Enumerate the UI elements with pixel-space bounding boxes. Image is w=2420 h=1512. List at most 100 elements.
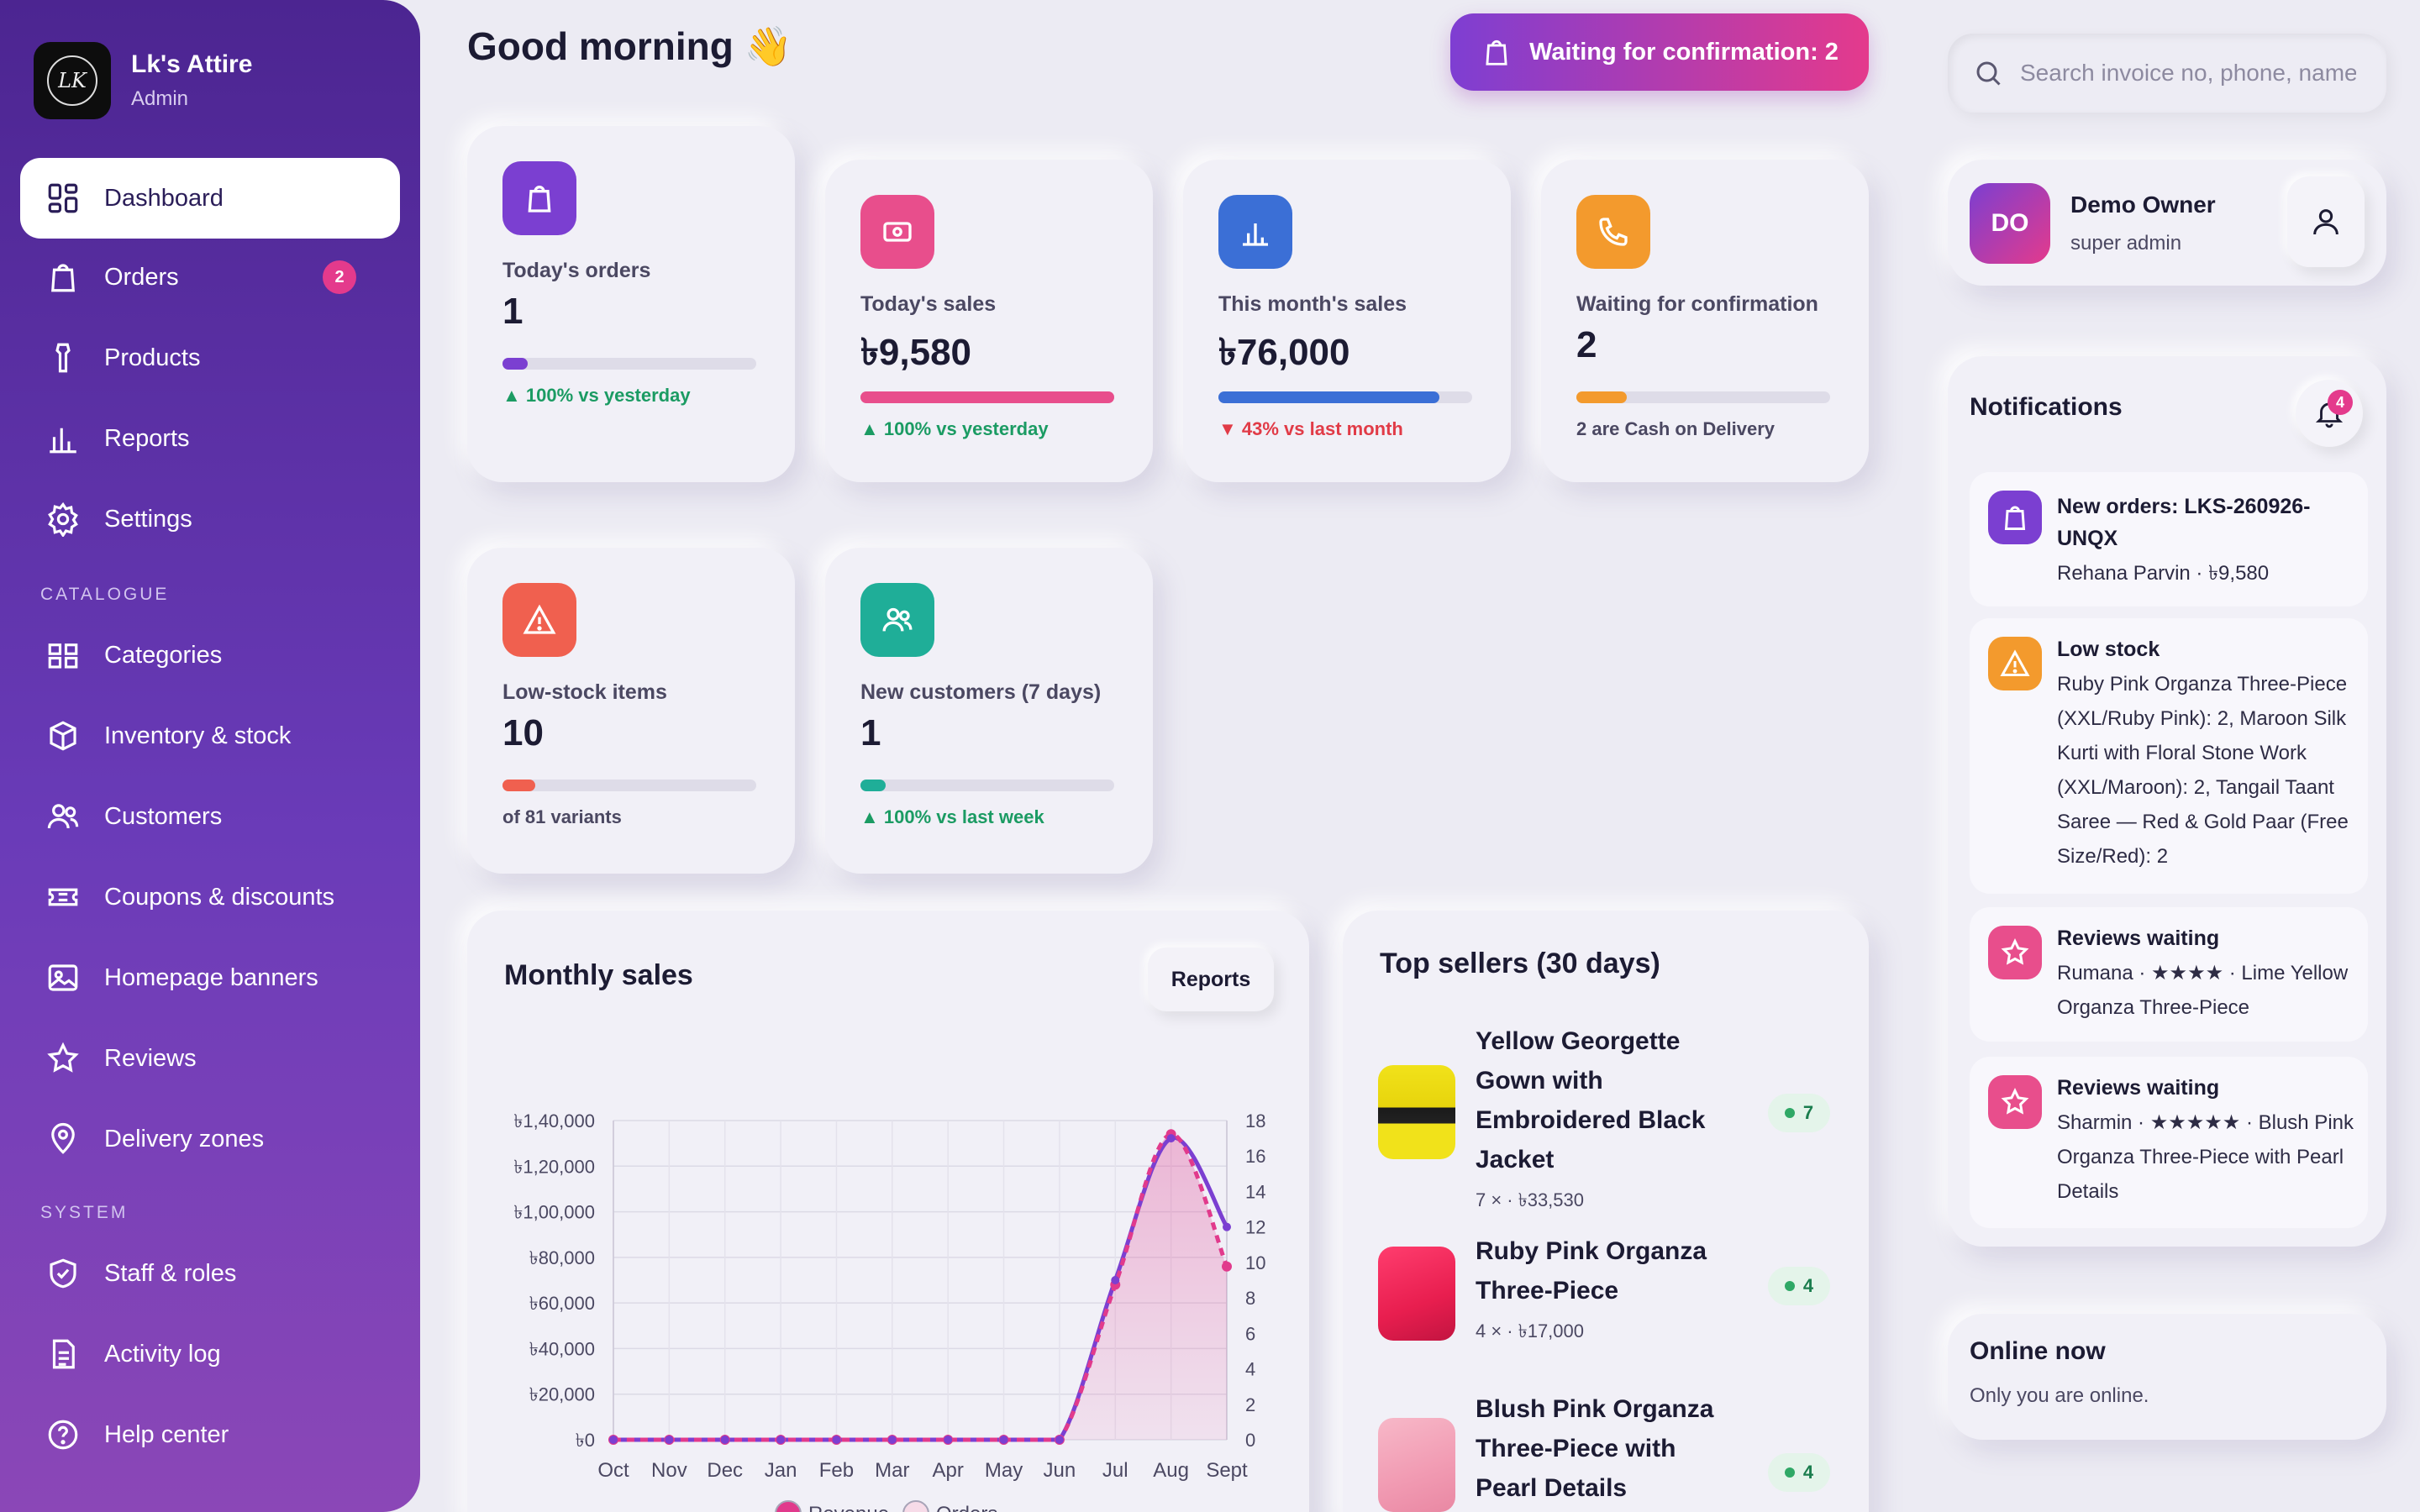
monthly-sales-chart: ৳0 ৳20,000 ৳40,000 ৳60,000 ৳80,000 ৳1,00,000 ৳…: [513, 1110, 1265, 1512]
notification-body: Rehana Parvin · ৳9,580: [2057, 562, 2270, 585]
sidebar-item-help-center[interactable]: Help center: [20, 1394, 400, 1475]
bar-chart-icon: [50, 428, 76, 454]
x-tick-label: Sept: [1206, 1459, 1248, 1482]
sidebar-item-reports[interactable]: Reports: [20, 398, 400, 479]
y-tick-label: ৳80,000: [529, 1247, 595, 1268]
sidebar-item-delivery-zones[interactable]: Delivery zones: [20, 1099, 400, 1179]
notification-item[interactable]: Low stock Ruby Pink Organza Three-Piece …: [1970, 618, 2368, 894]
sidebar-item-categories[interactable]: Categories: [20, 615, 400, 696]
notification-icon: [1988, 491, 2042, 544]
box-icon: [50, 721, 76, 751]
sidebar-item-label: Products: [104, 344, 201, 371]
stat-card-new-customers: New customers (7 days) 1 ▲ 100% vs last …: [825, 548, 1153, 874]
stat-card-month-sales: This month's sales ৳76,000 ▼ 43% vs last…: [1183, 160, 1511, 482]
y-tick-label: ৳1,40,000: [513, 1110, 595, 1131]
y2-tick-label: 12: [1245, 1217, 1265, 1238]
orders-point: [776, 1436, 786, 1444]
product-thumbnail: [1378, 1247, 1455, 1341]
legend-label-revenue: Revenue: [808, 1503, 889, 1512]
stat-value: ৳76,000: [1218, 332, 1350, 373]
waiting-confirmation-button[interactable]: Waiting for confirmation: 2: [1450, 13, 1869, 91]
shield-icon: [50, 1258, 76, 1289]
sidebar-item-staff-roles[interactable]: Staff & roles: [20, 1233, 400, 1314]
waiting-confirmation-label: Waiting for confirmation: 2: [1529, 38, 1839, 66]
y-tick-label: ৳0: [576, 1430, 595, 1451]
stat-label: Waiting for confirmation: [1576, 292, 1818, 316]
notification-item[interactable]: Reviews waiting Rumana · ★★★★ · Lime Yel…: [1970, 907, 2368, 1042]
search-input[interactable]: [2020, 60, 2356, 87]
sidebar-item-label: Help center: [104, 1420, 229, 1448]
sidebar-item-banners[interactable]: Homepage banners: [20, 937, 400, 1018]
sidebar-item-products[interactable]: Products: [20, 318, 400, 398]
top-sellers-card: Top sellers (30 days) Yellow Georgette G…: [1343, 911, 1869, 1512]
orders-badge: 2: [323, 260, 356, 294]
stat-progress: [1218, 391, 1472, 403]
stat-progress: [1576, 391, 1830, 403]
sidebar-item-coupons[interactable]: Coupons & discounts: [20, 857, 400, 937]
stat-value: 1: [502, 291, 523, 332]
notification-icon: [1988, 926, 2042, 979]
sales-count-badge: 4: [1768, 1267, 1830, 1305]
x-tick-label: Mar: [875, 1459, 909, 1482]
stat-value: 2: [1576, 324, 1597, 365]
brand[interactable]: LK Lk's Attire Admin: [34, 42, 252, 119]
notification-item[interactable]: Reviews waiting Sharmin · ★★★★★ · Blush …: [1970, 1057, 2368, 1228]
page-title: Good morning 👋: [467, 24, 792, 68]
online-now-text: Only you are online.: [1970, 1384, 2149, 1407]
profile-button[interactable]: [2287, 176, 2365, 267]
product-name: Yellow Georgette Gown with Embroidered B…: [1476, 1027, 1706, 1173]
x-tick-label: Apr: [933, 1459, 964, 1482]
catalogue-section-label: CATALOGUE: [40, 585, 170, 604]
brand-name: Lk's Attire: [131, 50, 253, 78]
legend-swatch-orders: [902, 1500, 929, 1512]
sidebar-item-reviews[interactable]: Reviews: [20, 1018, 400, 1099]
sidebar-item-label: Coupons & discounts: [104, 883, 335, 911]
sidebar-item-settings[interactable]: Settings: [20, 479, 400, 559]
stat-foot: ▼ 43% vs last month: [1218, 418, 1403, 439]
y2-tick-label: 14: [1245, 1181, 1265, 1202]
stat-value: 10: [502, 712, 544, 753]
star-icon: [47, 1042, 79, 1073]
stat-progress: [860, 391, 1114, 403]
stat-card-todays-sales: Today's sales ৳9,580 ▲ 100% vs yesterday: [825, 160, 1153, 482]
users-icon: [882, 607, 913, 632]
sidebar-item-label: Activity log: [104, 1340, 221, 1368]
x-tick-label: May: [985, 1459, 1023, 1482]
star-icon: [2001, 1088, 2029, 1115]
sidebar-item-label: Staff & roles: [104, 1259, 237, 1287]
orders-point: [1055, 1436, 1064, 1444]
stat-progress-fill: [1576, 391, 1628, 403]
x-tick-label: Jun: [1044, 1459, 1076, 1482]
x-tick-label: Oct: [597, 1459, 629, 1482]
online-now-title: Online now: [1970, 1337, 2106, 1365]
search-box: [1948, 34, 2386, 113]
sidebar-item-dashboard[interactable]: Dashboard: [20, 158, 400, 239]
stat-icon: [502, 583, 576, 657]
stat-label: Today's sales: [860, 292, 997, 316]
legend-label-orders: Orders: [936, 1503, 997, 1512]
notifications-bell-button[interactable]: 4: [2296, 380, 2363, 447]
stat-foot: ▲ 100% vs yesterday: [860, 418, 1049, 439]
notification-item[interactable]: New orders: LKS-260926-UNQX Rehana Parvi…: [1970, 472, 2368, 606]
notification-title: Reviews waiting: [2057, 1076, 2220, 1100]
revenue-area: [613, 1134, 1227, 1440]
warning-icon: [2000, 649, 2030, 676]
shopping-bag-icon: [528, 186, 551, 213]
stat-progress-fill: [860, 391, 1114, 403]
stat-label: Low-stock items: [502, 680, 667, 704]
avatar[interactable]: DO: [1970, 183, 2050, 264]
sidebar-item-orders[interactable]: Orders 2: [20, 237, 400, 318]
x-tick-label: Jan: [765, 1459, 797, 1482]
stat-progress-fill: [1218, 391, 1439, 403]
stat-icon: [502, 161, 576, 235]
stat-label: New customers (7 days): [860, 680, 1102, 704]
reports-button[interactable]: Reports: [1148, 948, 1274, 1011]
stat-progress: [502, 358, 756, 370]
sidebar-item-label: Delivery zones: [104, 1125, 265, 1152]
sidebar-item-inventory[interactable]: Inventory & stock: [20, 696, 400, 776]
shopping-bag-icon: [51, 264, 75, 292]
sidebar-item-activity-log[interactable]: Activity log: [20, 1314, 400, 1394]
stat-value: 1: [860, 712, 881, 753]
orders-point: [1111, 1276, 1120, 1284]
sidebar-item-customers[interactable]: Customers: [20, 776, 400, 857]
